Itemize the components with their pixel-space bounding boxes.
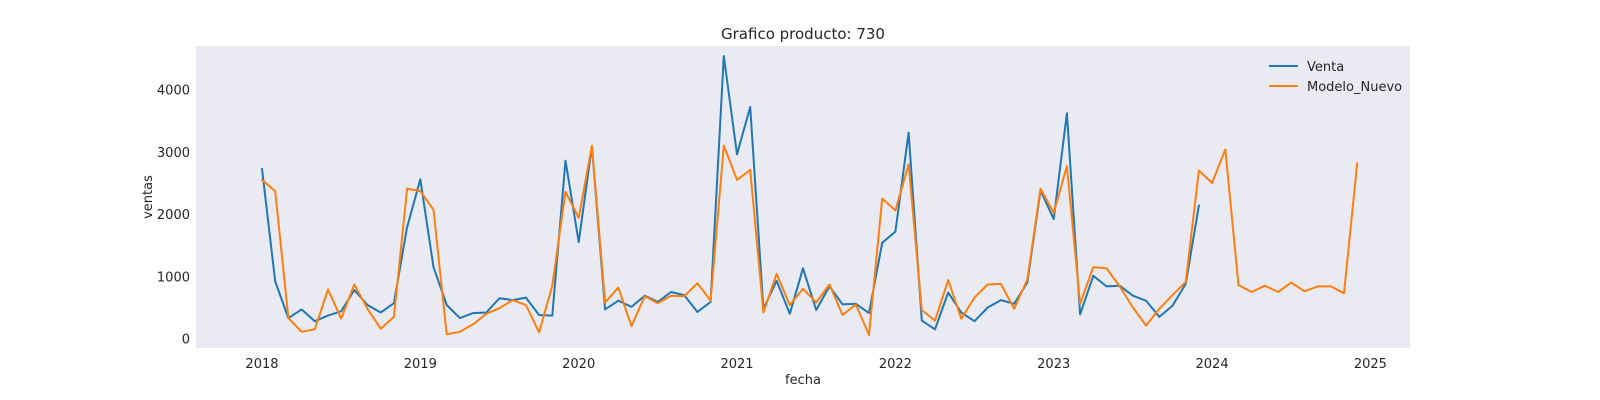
plot-area [196, 46, 1410, 348]
x-tick-label: 2025 [1354, 357, 1387, 372]
x-tick-label: 2022 [879, 357, 912, 372]
x-tick-label: 2023 [1037, 357, 1070, 372]
legend-label-modelo-nuevo: Modelo_Nuevo [1307, 80, 1402, 95]
x-axis-label: fecha [785, 373, 821, 388]
x-tick-label: 2021 [720, 357, 753, 372]
series-line-modelo-nuevo [261, 144, 1359, 336]
chart-title: Grafico producto: 730 [721, 25, 885, 43]
legend: Venta Modelo_Nuevo [1269, 60, 1402, 95]
y-axis-label: ventas [141, 175, 156, 219]
x-tick-label: 2018 [245, 357, 278, 372]
legend-label-venta: Venta [1307, 60, 1344, 75]
y-tick-label: 0 [182, 333, 190, 348]
y-tick-label: 1000 [157, 270, 190, 285]
series-lines [261, 55, 1359, 336]
axis-ticks: 2018 2019 2020 2021 2022 2023 2024 2025 0 1000 200… [157, 84, 1387, 372]
series-line-venta [261, 55, 1200, 331]
y-tick-label: 4000 [157, 84, 190, 99]
x-tick-label: 2024 [1196, 357, 1229, 372]
x-tick-label: 2019 [404, 357, 437, 372]
y-tick-label: 3000 [157, 146, 190, 161]
x-tick-label: 2020 [562, 357, 595, 372]
y-tick-label: 2000 [157, 208, 190, 223]
